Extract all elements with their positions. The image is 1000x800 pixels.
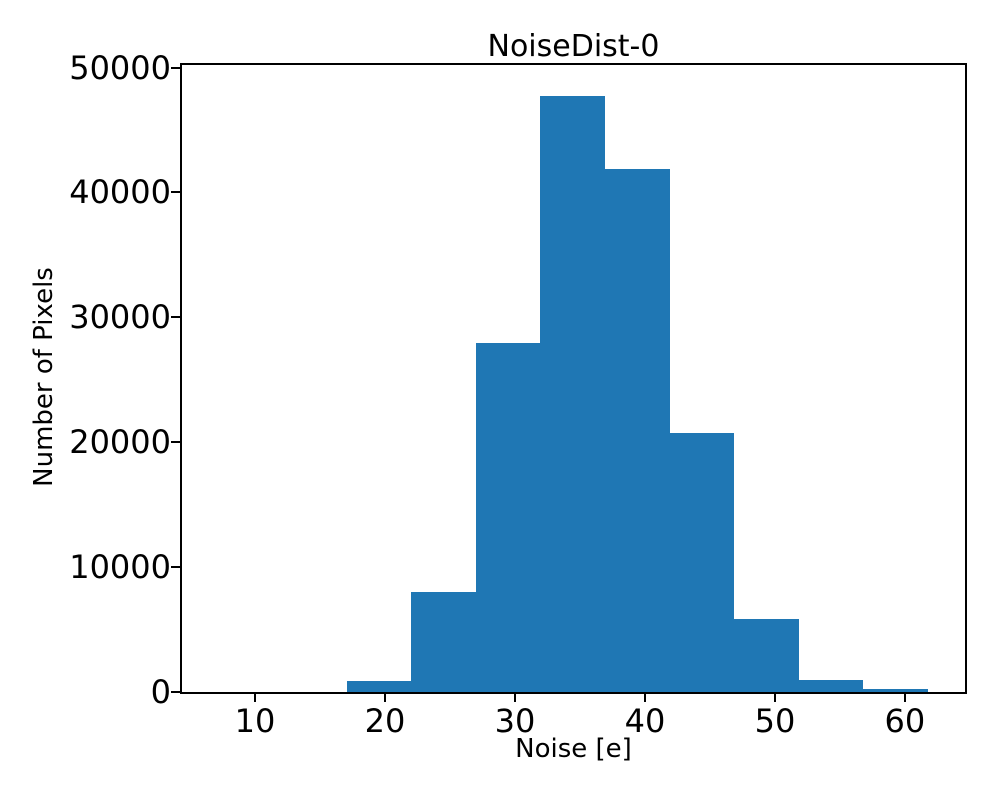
- x-tick-label: 30: [494, 702, 536, 740]
- y-tick-label: 30000: [69, 298, 171, 337]
- histogram-bar: [798, 680, 864, 692]
- y-tick-mark: [171, 566, 180, 569]
- y-tick-label: 40000: [69, 173, 171, 212]
- y-tick-mark: [171, 691, 180, 693]
- x-tick-mark: [903, 694, 906, 702]
- y-tick-mark: [171, 441, 180, 444]
- histogram-bar: [863, 689, 928, 692]
- x-axis-label: Noise [e]: [515, 734, 632, 764]
- plot-area: [180, 63, 967, 694]
- y-tick-label: 0: [150, 673, 171, 711]
- x-tick-label: 20: [364, 702, 406, 740]
- histogram-bar: [346, 681, 412, 692]
- histogram-bar: [605, 168, 670, 692]
- y-tick-mark: [171, 191, 180, 194]
- x-tick-mark: [384, 694, 386, 702]
- histogram-bar: [540, 96, 605, 692]
- y-tick-mark: [171, 66, 180, 69]
- histogram-bar: [411, 592, 476, 692]
- x-tick-mark: [254, 694, 256, 702]
- histogram-bar: [475, 342, 541, 692]
- y-tick-label: 50000: [69, 48, 171, 87]
- x-tick-label: 50: [754, 702, 796, 740]
- y-tick-label: 20000: [69, 423, 171, 462]
- x-tick-mark: [774, 694, 776, 702]
- y-tick-label: 10000: [69, 548, 171, 587]
- x-tick-mark: [514, 694, 516, 702]
- histogram-bar: [734, 618, 799, 692]
- y-tick-mark: [171, 316, 180, 319]
- chart-title: NoiseDist-0: [487, 29, 660, 64]
- histogram-bar: [669, 432, 735, 692]
- x-tick-label: 60: [884, 702, 926, 740]
- x-tick-mark: [644, 694, 646, 702]
- x-tick-label: 10: [234, 702, 276, 740]
- x-tick-label: 40: [624, 702, 666, 740]
